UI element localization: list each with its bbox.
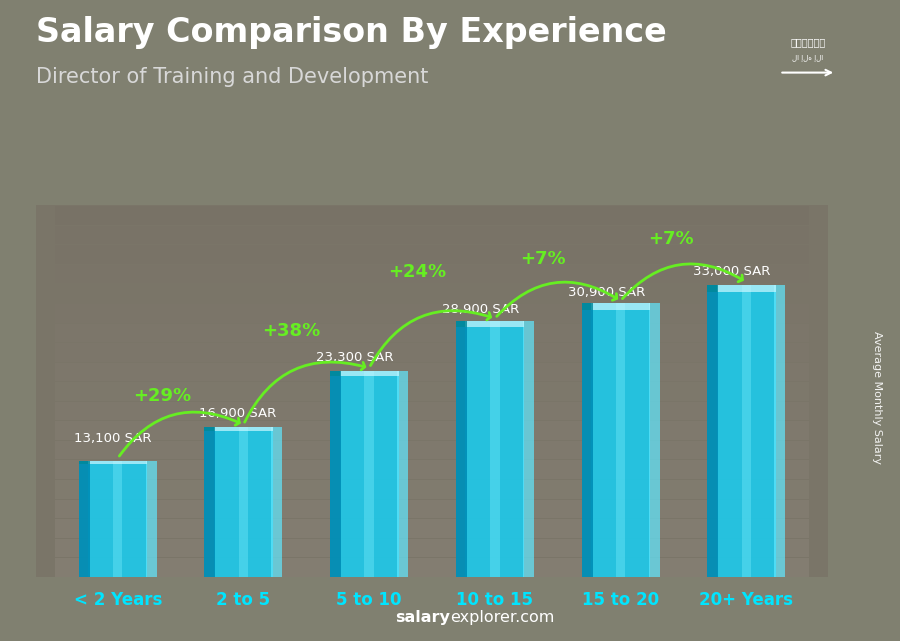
Bar: [55, 460, 809, 479]
Bar: [78, 461, 90, 577]
Bar: [456, 321, 467, 328]
Bar: [55, 441, 809, 460]
Bar: [55, 382, 809, 401]
Bar: [581, 303, 592, 577]
Bar: [55, 226, 809, 244]
Text: +29%: +29%: [132, 387, 191, 405]
Bar: [649, 303, 660, 577]
Bar: [113, 461, 122, 577]
Text: 13,100 SAR: 13,100 SAR: [74, 432, 151, 445]
Bar: [465, 321, 525, 328]
Bar: [204, 428, 215, 431]
Bar: [214, 428, 273, 577]
Text: 23,300 SAR: 23,300 SAR: [316, 351, 394, 363]
Bar: [491, 321, 500, 577]
Text: 30,900 SAR: 30,900 SAR: [568, 286, 645, 299]
Bar: [55, 285, 809, 303]
Bar: [55, 538, 809, 557]
Bar: [364, 370, 373, 577]
Bar: [88, 461, 148, 577]
Bar: [55, 265, 809, 283]
Bar: [55, 304, 809, 322]
Text: +7%: +7%: [648, 229, 694, 248]
Bar: [55, 324, 809, 342]
Bar: [214, 428, 273, 431]
Bar: [523, 321, 534, 577]
Text: salary: salary: [395, 610, 450, 625]
Text: Director of Training and Development: Director of Training and Development: [36, 67, 428, 87]
Bar: [204, 428, 215, 577]
Bar: [716, 285, 776, 577]
Bar: [238, 428, 248, 577]
Text: 16,900 SAR: 16,900 SAR: [200, 407, 276, 420]
Bar: [339, 370, 399, 577]
Bar: [707, 285, 718, 292]
Bar: [55, 480, 809, 499]
Bar: [55, 187, 809, 205]
Text: +7%: +7%: [520, 250, 565, 268]
Bar: [716, 285, 776, 292]
Bar: [330, 370, 341, 376]
Text: 33,000 SAR: 33,000 SAR: [694, 265, 771, 278]
Bar: [55, 558, 809, 577]
Bar: [774, 285, 786, 577]
Bar: [146, 461, 157, 577]
Text: +38%: +38%: [262, 322, 320, 340]
Bar: [465, 321, 525, 577]
Bar: [339, 370, 399, 376]
Text: Average Monthly Salary: Average Monthly Salary: [872, 331, 883, 464]
Bar: [397, 370, 408, 577]
Bar: [55, 206, 809, 225]
Bar: [78, 461, 90, 464]
Text: لا إله إلا: لا إله إلا: [792, 54, 824, 62]
Bar: [55, 402, 809, 420]
Text: explorer.com: explorer.com: [450, 610, 554, 625]
Bar: [591, 303, 650, 310]
Bar: [55, 343, 809, 362]
Bar: [707, 285, 718, 577]
Bar: [742, 285, 751, 577]
Text: +24%: +24%: [388, 263, 446, 281]
Bar: [88, 461, 148, 464]
Text: Salary Comparison By Experience: Salary Comparison By Experience: [36, 16, 667, 49]
Bar: [55, 363, 809, 381]
Bar: [55, 519, 809, 538]
Bar: [55, 246, 809, 264]
Bar: [581, 303, 592, 310]
Text: 28,900 SAR: 28,900 SAR: [442, 303, 519, 316]
Bar: [591, 303, 650, 577]
Bar: [456, 321, 467, 577]
Bar: [272, 428, 283, 577]
Bar: [330, 370, 341, 577]
Bar: [55, 421, 809, 440]
Bar: [55, 499, 809, 518]
Text: اللّٰه: اللّٰه: [790, 38, 825, 47]
Bar: [616, 303, 625, 577]
